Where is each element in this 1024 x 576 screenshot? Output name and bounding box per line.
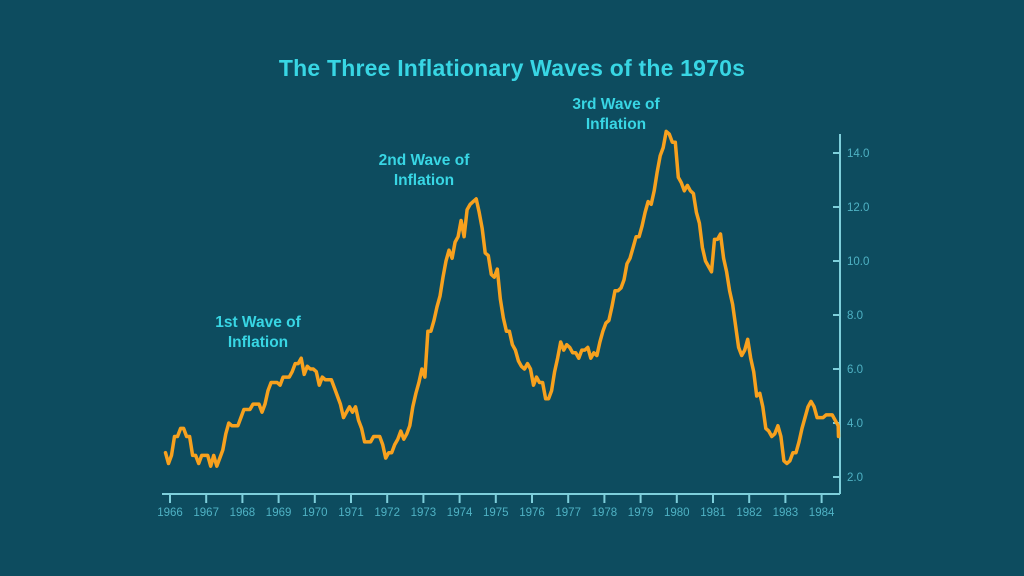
y-tick-label: 8.0 [847, 310, 863, 322]
inflation-line [163, 129, 841, 468]
x-tick-label: 1967 [193, 507, 219, 519]
x-tick-label: 1983 [773, 507, 799, 519]
wave-3-annotation-line2: Inflation [585, 115, 647, 133]
x-tick-label: 1978 [592, 507, 618, 519]
x-tick-label: 1981 [700, 507, 726, 519]
x-tick-label: 1972 [374, 507, 400, 519]
wave-1-annotation: 1st Wave of Inflation [173, 313, 343, 352]
x-tick-label: 1969 [266, 507, 292, 519]
x-tick-label: 1973 [411, 507, 437, 519]
wave-3-annotation: 3rd Wave of Inflation [531, 95, 701, 134]
y-tick-label: 14.0 [847, 148, 869, 160]
x-tick-label: 1976 [519, 507, 545, 519]
x-tick-label: 1977 [555, 507, 581, 519]
x-tick-label: 1968 [230, 507, 256, 519]
y-tick-label: 2.0 [847, 472, 863, 484]
y-tick-label: 6.0 [847, 364, 863, 376]
x-tick-label: 1966 [157, 507, 183, 519]
x-tick-label: 1984 [809, 507, 835, 519]
y-tick-label: 10.0 [847, 256, 869, 268]
y-tick-label: 4.0 [847, 418, 863, 430]
y-tick-label: 12.0 [847, 202, 869, 214]
x-tick-label: 1975 [483, 507, 509, 519]
wave-3-annotation-line1: 3rd Wave of [572, 96, 660, 113]
x-tick-label: 1980 [664, 507, 690, 519]
wave-1-annotation-line2: Inflation [227, 333, 289, 351]
x-tick-label: 1974 [447, 507, 473, 519]
chart-title: The Three Inflationary Waves of the 1970… [278, 55, 746, 81]
x-tick-label: 1982 [736, 507, 762, 519]
wave-1-annotation-line1: 1st Wave of [215, 314, 301, 331]
x-tick-label: 1971 [338, 507, 364, 519]
x-tick-label: 1970 [302, 507, 328, 519]
x-tick-label: 1979 [628, 507, 654, 519]
wave-2-annotation-line1: 2nd Wave of [378, 152, 470, 169]
wave-2-annotation: 2nd Wave of Inflation [339, 151, 509, 190]
wave-2-annotation-line2: Inflation [393, 171, 455, 189]
